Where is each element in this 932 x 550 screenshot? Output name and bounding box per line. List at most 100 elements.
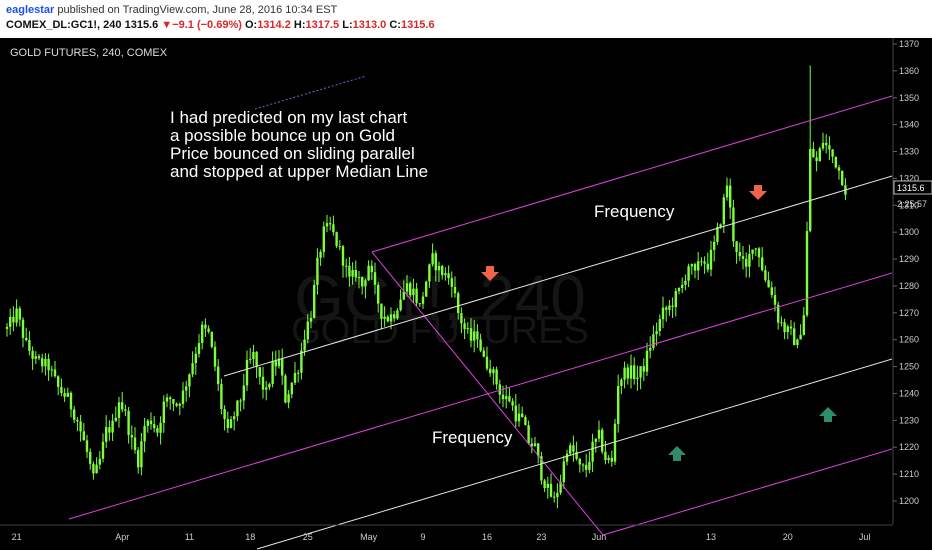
annotation-line-3[interactable]: Price bounced on sliding parallel [170,144,415,163]
candle-body [223,408,226,420]
candle-body [825,142,828,146]
candle-body [41,358,44,367]
candle-body [578,458,581,465]
candle-body [533,443,537,447]
candle-body [661,307,665,320]
candle-body [418,303,421,305]
pitchfork-handle[interactable] [371,251,604,536]
candle-body [9,316,12,327]
candle-body [28,340,31,351]
candle-series [5,65,847,509]
chart-area[interactable]: GC1!, 240 GOLD FUTURES GOLD FUTURES, 240… [0,38,932,550]
last-price-tag-text: 1315.6 [897,183,925,193]
candle-body [322,226,325,252]
time-tick-label: 13 [706,532,716,542]
candle-body [284,375,287,403]
candle-body [293,372,297,383]
candle-body [153,424,156,429]
chart-axes: 1200 1210 1220 1230 1240 1250 1260 1270 1280 1290… [0,38,932,542]
price-axis[interactable]: 1200 1210 1220 1230 1240 1250 1260 1270 1280 1290… [893,39,919,506]
up-arrow-icon[interactable] [819,407,837,422]
time-axis[interactable]: 21 Apr 11 18 25 May 9 16 23 Jun 13 20 Jul [12,532,871,542]
candle-body [770,287,773,296]
candle-body [364,280,367,287]
candle-body [517,413,521,422]
candle-body [434,253,437,271]
candle-body [325,223,329,227]
frequency-label-top[interactable]: Frequency [594,202,675,221]
candle-body [95,464,98,474]
candle-body [34,356,37,359]
pitchfork-sliding-parallel[interactable] [602,448,893,536]
candle-body [837,167,841,171]
frequency-line-lower[interactable] [256,358,893,550]
countdown-timer: 2:25:57 [897,199,927,209]
time-tick-label: 23 [536,532,546,542]
candle-body [396,310,399,319]
candle-body [188,374,191,387]
candle-body [18,308,21,320]
watermark-name: GOLD FUTURES [291,310,589,352]
price-tick-label: 1280 [899,281,919,291]
frequency-line-upper[interactable] [223,175,893,377]
candle-body [684,280,687,285]
candle-body [348,265,351,277]
publication-info: eaglestar published on TradingView.com, … [6,4,337,16]
candle-body [412,288,415,296]
candle-body [143,425,146,442]
candle-body [831,149,834,157]
frequency-label-bottom[interactable]: Frequency [432,428,513,447]
candle-body [828,145,831,150]
candle-body [569,445,572,454]
candle-body [489,368,492,374]
pitchfork-upper-tine[interactable] [371,95,893,253]
candle-body [690,264,693,267]
candle-body [380,303,383,319]
candle-body [268,384,271,388]
candle-body [780,322,783,324]
candle-body [553,496,556,498]
pitchfork-lower-tine[interactable] [68,272,893,520]
candle-body [527,425,530,444]
candle-body [642,366,645,372]
candle-body [105,427,108,442]
candle-body [98,458,101,465]
candle-body [741,256,745,259]
annotation-line-1[interactable]: I had predicted on my last chart [170,108,407,127]
author-link[interactable]: eaglestar [6,4,55,16]
candle-body [812,148,815,158]
drawing-tools [68,75,893,550]
down-arrow-icon[interactable] [481,266,499,281]
candle-body [793,328,796,346]
candle-body [415,288,418,304]
candle-body [556,492,559,498]
dotted-trend-line[interactable] [254,75,367,110]
annotation-line-4[interactable]: and stopped at upper Median Line [170,162,428,181]
candle-body [303,339,306,351]
candle-body [665,307,668,310]
candle-body [761,257,764,271]
price-tick-label: 1200 [899,496,919,506]
candle-body [69,392,73,410]
candle-body [156,428,159,433]
candle-body [530,443,533,447]
open-label: O: [241,19,258,31]
price-chart[interactable]: GC1!, 240 GOLD FUTURES GOLD FUTURES, 240… [0,38,932,550]
high-label: H: [290,19,306,31]
down-arrow-icon[interactable] [749,185,767,200]
candle-body [425,281,428,297]
annotation-line-2[interactable]: a possible bounce up on Gold [170,126,395,145]
candle-body [281,358,284,376]
candle-body [466,328,469,330]
candle-body [245,359,249,386]
candle-body [649,347,652,351]
candle-body [818,148,821,162]
candle-body [181,390,185,404]
candle-body [508,396,511,402]
price-tick-label: 1370 [899,39,919,49]
candle-body [460,313,463,324]
symbol-label[interactable]: COMEX_DL:GC1!, 240 [6,19,122,31]
candle-body [719,224,722,228]
candle-body [50,369,53,371]
up-arrow-icon[interactable] [668,446,686,461]
